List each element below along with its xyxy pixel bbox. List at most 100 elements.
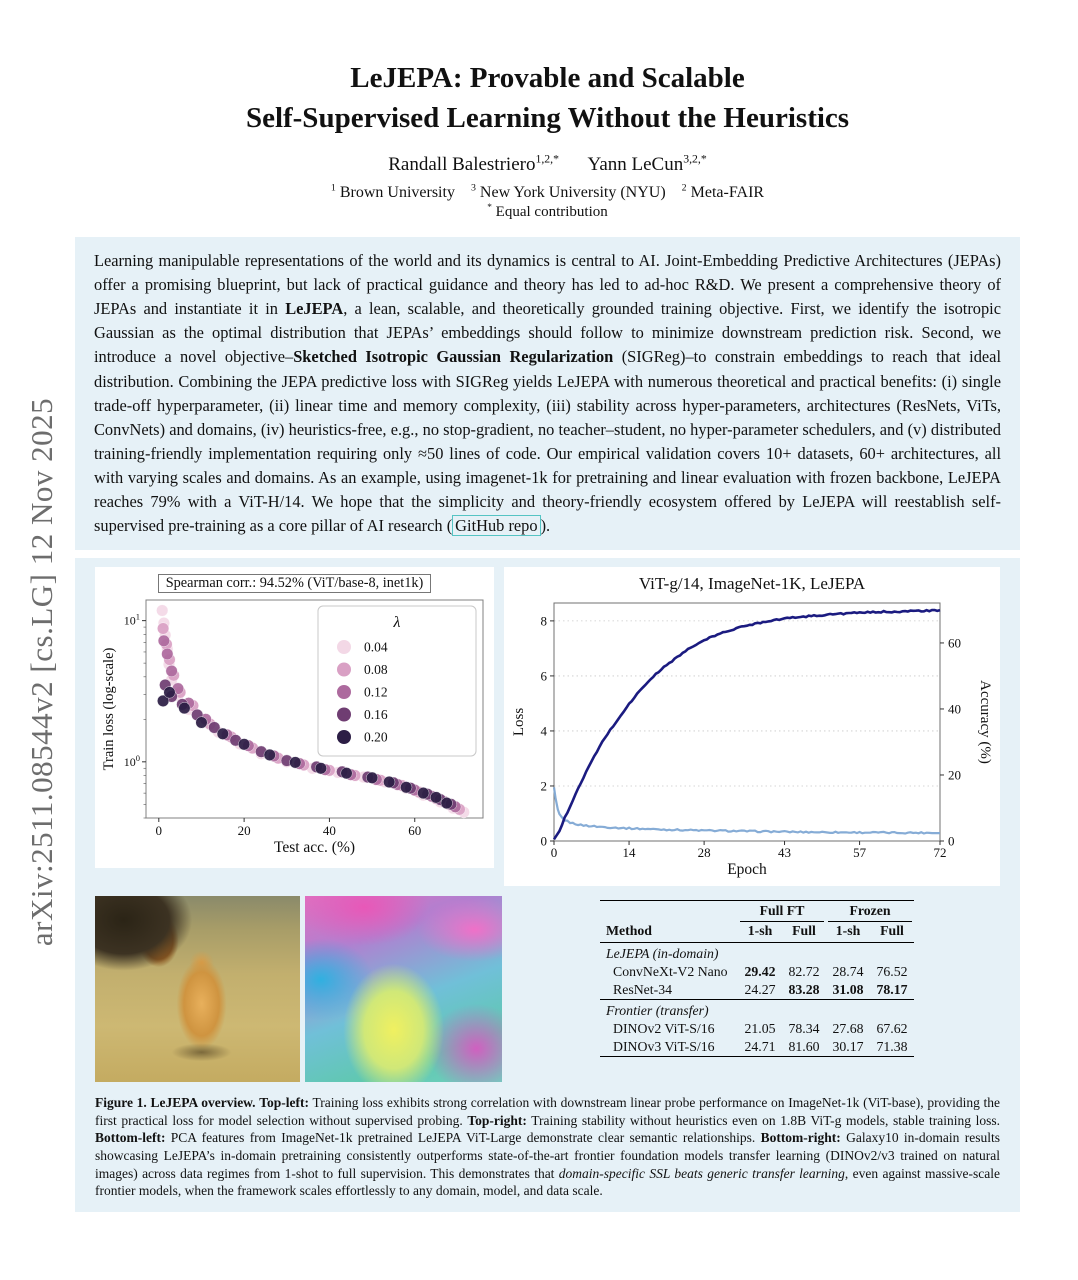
text-segment: Top-left: (259, 1095, 310, 1111)
svg-text:4: 4 (541, 724, 548, 739)
paper-title: LeJEPA: Provable and Scalable Self-Super… (75, 58, 1020, 138)
text-segment: , a lean, scalable, and theoretically gr… (94, 299, 1001, 367)
column-group-header: Frozen (826, 901, 914, 923)
text-segment: LeJEPA (285, 299, 344, 319)
authors-line: Randall Balestriero1,2,* Yann LeCun3,2,* (75, 152, 1020, 176)
svg-text:0: 0 (156, 823, 163, 838)
text-segment: * (487, 203, 492, 214)
svg-text:0: 0 (541, 834, 548, 849)
svg-text:60: 60 (408, 823, 421, 838)
svg-text:6: 6 (541, 669, 548, 684)
svg-text:0.12: 0.12 (364, 685, 388, 700)
table-row: DINOv2 ViT-S/16 21.05 78.34 27.68 67.62 (600, 1020, 914, 1038)
figure-1: Spearman corr.: 94.52% (ViT/base-8, inet… (75, 558, 1020, 1212)
text-segment: Yann LeCun (587, 154, 684, 176)
column-header: Full (870, 922, 914, 944)
text-segment: PCA features from ImageNet-1k pretrained… (165, 1130, 761, 1146)
sub-header-row: Method 1-sh Full 1-sh Full (600, 922, 914, 944)
svg-text:8: 8 (541, 614, 548, 629)
scatter-points (156, 604, 470, 819)
figure-top-row: Spearman corr.: 94.52% (ViT/base-8, inet… (95, 567, 1000, 887)
value-cell: 30.17 (832, 1039, 864, 1055)
text-segment: 1 (330, 182, 336, 194)
scatter-title: Spearman corr.: 94.52% (ViT/base-8, inet… (157, 574, 432, 594)
svg-text:0: 0 (551, 845, 558, 860)
svg-text:40: 40 (948, 702, 961, 717)
equal-contribution-line: * Equal contribution (75, 203, 1020, 221)
svg-text:Train loss (log-scale): Train loss (log-scale) (101, 648, 117, 771)
svg-text:Epoch: Epoch (727, 861, 767, 878)
table-row: ConvNeXt-V2 Nano 29.42 82.72 28.74 76.52 (600, 963, 914, 981)
value-cell: 76.52 (876, 964, 908, 980)
table-row: ResNet-34 24.27 83.28 31.08 78.17 (600, 981, 914, 1000)
column-group-row: Full FT Frozen (600, 901, 914, 923)
value-cell: 81.60 (788, 1039, 820, 1055)
svg-text:Loss: Loss (511, 708, 527, 737)
svg-text:40: 40 (323, 823, 336, 838)
value-cell: 82.72 (788, 964, 820, 980)
text-segment: 2 (681, 182, 687, 194)
svg-text:0: 0 (948, 834, 955, 849)
figure-bottom-row: Full FT Frozen Method 1-sh Full 1-sh Full LeJEP… (95, 896, 1000, 1083)
column-group-header: Full FT (738, 901, 826, 923)
text-segment (559, 154, 588, 175)
line-chart-panel: ViT-g/14, ImageNet-1K, LeJEPA 0 14 28 43 57 7… (504, 567, 1000, 887)
text-segment: Training stability without heuristics ev… (526, 1112, 1000, 1128)
svg-text:0.20: 0.20 (364, 730, 388, 745)
text-segment: domain-specific SSL beats generic transf… (558, 1165, 845, 1181)
text-segment: ). (540, 516, 551, 536)
svg-text:60: 60 (948, 636, 961, 651)
method-cell: ConvNeXt-V2 Nano (613, 964, 728, 980)
value-cell: 27.68 (832, 1021, 864, 1037)
text-segment: Meta-FAIR (686, 184, 765, 202)
github-repo-link[interactable]: GitHub repo (452, 515, 541, 537)
paper-content: LeJEPA: Provable and Scalable Self-Super… (75, 0, 1020, 1212)
svg-text:43: 43 (778, 845, 791, 860)
value-cell: 71.38 (876, 1039, 908, 1055)
column-header: 1-sh (826, 922, 870, 944)
value-cell: 31.08 (832, 982, 864, 998)
svg-text:72: 72 (934, 845, 947, 860)
text-segment: 3,2,* (683, 152, 707, 166)
value-cell: 29.42 (744, 964, 776, 980)
scatter-panel: Spearman corr.: 94.52% (ViT/base-8, inet… (95, 567, 494, 869)
text-segment: Learning manipulable representations of … (94, 251, 1001, 319)
method-cell: DINOv2 ViT-S/16 (613, 1021, 715, 1037)
group-label-row: Frontier (transfer) (600, 999, 914, 1021)
text-segment: Equal contribution (491, 204, 608, 221)
text-segment: Galaxy10 in-domain results showcasing Le… (95, 1130, 1000, 1181)
text-segment: Brown University (335, 184, 471, 202)
svg-text:101: 101 (124, 612, 140, 628)
text-segment: Randall Balestriero (388, 154, 536, 176)
dog-photo (95, 896, 300, 1083)
scatter-legend: λ 0.04 0.08 0.12 0.16 0.20 (317, 605, 477, 757)
svg-text:0.04: 0.04 (364, 640, 388, 655)
svg-text:2: 2 (541, 779, 548, 794)
text-segment: Figure 1. (95, 1095, 147, 1111)
value-cell: 28.74 (832, 964, 864, 980)
loss-vs-accuracy-scatter-plot: 0 20 40 60 100 101 Train loss (log-scale) Test … (101, 599, 484, 856)
svg-text:28: 28 (698, 845, 711, 860)
text-segment: Sketched Isotropic Gaussian Regularizati… (293, 347, 614, 367)
title-line-1: LeJEPA: Provable and Scalable (350, 62, 745, 94)
pca-features-image (305, 896, 502, 1083)
column-header: Method (600, 922, 738, 944)
text-segment: 3 (470, 182, 476, 194)
text-segment: New York University (NYU) (475, 184, 682, 202)
svg-text:20: 20 (238, 823, 251, 838)
results-table: Full FT Frozen Method 1-sh Full 1-sh Full LeJEP… (600, 900, 914, 1058)
arxiv-stamp: arXiv:2511.08544v2 [cs.LG] 12 Nov 2025 (24, 397, 59, 947)
value-cell: 78.34 (788, 1021, 820, 1037)
line-chart-title: ViT-g/14, ImageNet-1K, LeJEPA (638, 574, 866, 594)
accuracy-curve (552, 609, 941, 841)
text-segment: Training loss exhibits strong correlatio… (95, 1095, 1001, 1128)
svg-text:57: 57 (853, 845, 867, 860)
value-cell: 83.28 (788, 982, 820, 998)
text-segment: 1,2,* (535, 152, 559, 166)
method-cell: DINOv3 ViT-S/16 (613, 1039, 715, 1055)
text-segment: , even against massive-scale frontier mo… (95, 1165, 1000, 1199)
svg-text:Test acc. (%): Test acc. (%) (274, 839, 355, 856)
loss-curve (552, 787, 940, 836)
